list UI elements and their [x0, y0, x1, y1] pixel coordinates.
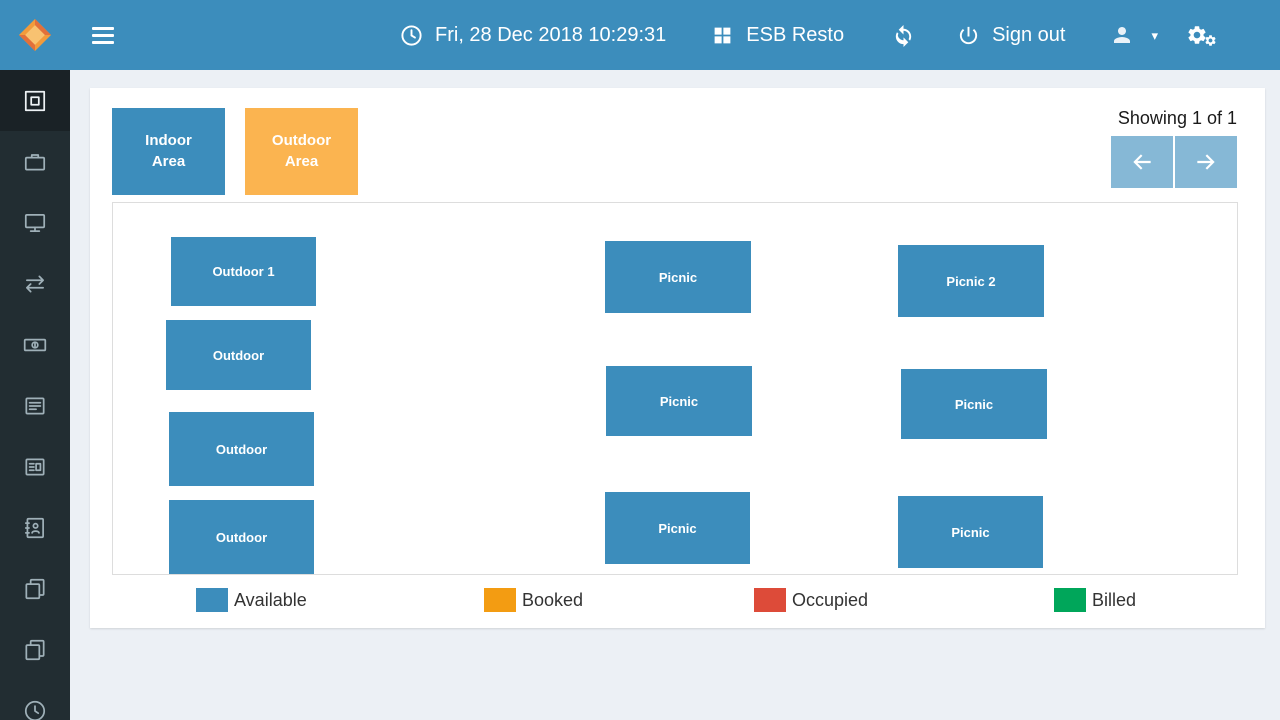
legend-swatch-available — [196, 588, 228, 612]
legend-swatch-billed — [1054, 588, 1086, 612]
top-navbar: Fri, 28 Dec 2018 10:29:31 ESB Resto Sign… — [70, 0, 1280, 70]
sidebar-item-invoices[interactable] — [0, 375, 70, 436]
documents-icon — [25, 639, 45, 660]
table-picnic-1[interactable]: Picnic — [605, 241, 751, 313]
grid-icon[interactable] — [712, 25, 733, 46]
showing-count-label: Showing 1 of 1 — [1117, 108, 1237, 128]
history-clock-icon — [24, 700, 46, 720]
legend-item-available: Available — [196, 588, 307, 612]
legend-label: Booked — [522, 589, 584, 610]
area-pager — [1111, 136, 1237, 188]
table-outdoor-3[interactable]: Outdoor — [169, 412, 314, 486]
legend-item-occupied: Occupied — [754, 588, 868, 612]
monitor-icon — [24, 213, 46, 232]
tab-outdoor-area[interactable]: Outdoor Area — [245, 108, 358, 195]
legend-item-booked: Booked — [484, 588, 583, 612]
prev-page-button[interactable] — [1111, 136, 1173, 188]
address-book-icon — [24, 517, 44, 538]
menu-toggle-button[interactable] — [92, 23, 114, 48]
gem-logo-icon — [19, 19, 51, 51]
sidebar-item-reports[interactable] — [0, 436, 70, 497]
user-icon[interactable] — [1110, 23, 1134, 47]
app-logo[interactable] — [0, 0, 70, 70]
sidebar-nav — [0, 70, 70, 720]
legend-label: Available — [234, 589, 307, 610]
table-outdoor-4[interactable]: Outdoor — [169, 500, 314, 574]
floor-plan-icon — [24, 90, 46, 111]
sidebar-item-documents[interactable] — [0, 619, 70, 680]
legend-swatch-occupied — [754, 588, 786, 612]
table-picnic-2[interactable]: Picnic — [606, 366, 752, 436]
sidebar-item-transactions[interactable] — [0, 253, 70, 314]
chevron-down-icon[interactable]: ▾ — [1151, 27, 1159, 43]
tab-indoor-area[interactable]: Indoor Area — [112, 108, 225, 195]
sidebar-item-floor-plan[interactable] — [0, 70, 70, 131]
arrow-right-icon — [1197, 154, 1215, 170]
newspaper-icon — [25, 397, 45, 414]
transfer-icon — [26, 275, 44, 292]
cash-icon — [23, 338, 47, 351]
table-picnic-4[interactable]: Picnic — [901, 369, 1047, 439]
briefcase-icon — [24, 153, 46, 170]
sidebar-item-pages[interactable] — [0, 558, 70, 619]
legend-swatch-booked — [484, 588, 516, 612]
table-outdoor-2[interactable]: Outdoor — [166, 320, 311, 390]
arrow-left-icon — [1133, 154, 1151, 170]
table-picnic2[interactable]: Picnic 2 — [898, 245, 1044, 317]
copy-icon — [25, 578, 45, 599]
settings-gears-icon[interactable] — [1186, 24, 1217, 47]
datetime-text: Fri, 28 Dec 2018 10:29:31 — [435, 23, 667, 46]
clock-icon — [401, 24, 422, 46]
legend-item-billed: Billed — [1054, 588, 1136, 612]
table-outdoor-1[interactable]: Outdoor 1 — [171, 237, 316, 306]
table-picnic-5[interactable]: Picnic — [898, 496, 1043, 568]
power-icon[interactable] — [957, 24, 980, 47]
sidebar-item-orders[interactable] — [0, 131, 70, 192]
legend-label: Billed — [1092, 589, 1137, 610]
sidebar-item-pos[interactable] — [0, 192, 70, 253]
next-page-button[interactable] — [1175, 136, 1237, 188]
refresh-icon[interactable] — [892, 24, 915, 47]
table-picnic-3[interactable]: Picnic — [605, 492, 750, 564]
sidebar-item-history[interactable] — [0, 680, 70, 720]
sidebar-item-payments[interactable] — [0, 314, 70, 375]
sidebar-item-customers[interactable] — [0, 497, 70, 558]
floor-map: Outdoor 1 Outdoor Outdoor Outdoor Picnic… — [112, 202, 1238, 575]
signout-link[interactable]: Sign out — [992, 23, 1066, 46]
legend-label: Occupied — [792, 589, 869, 610]
journal-icon — [25, 458, 45, 475]
app-name: ESB Resto — [746, 23, 845, 46]
floor-plan-panel: Indoor Area Outdoor Area Showing 1 of 1 … — [90, 88, 1265, 628]
